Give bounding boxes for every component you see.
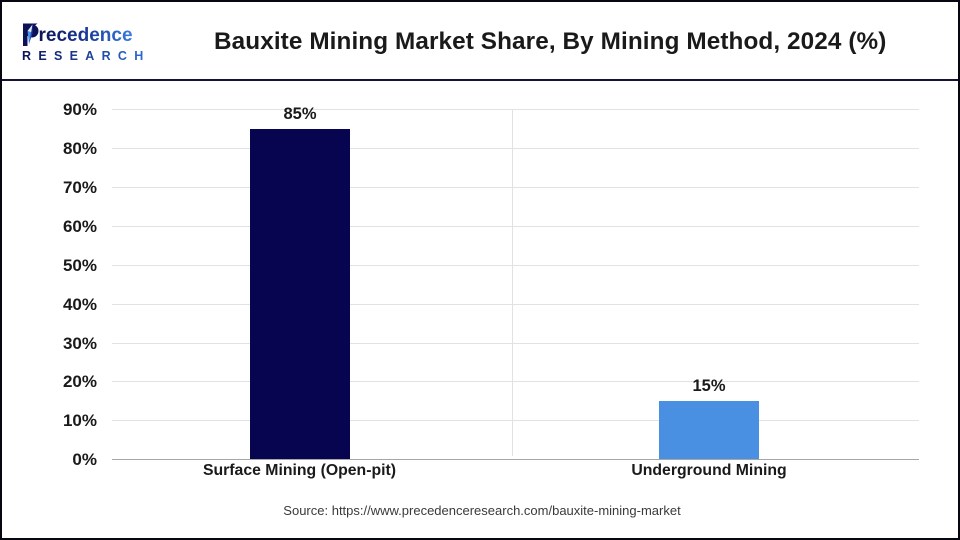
svg-text:recedence: recedence [39, 25, 133, 46]
svg-text:RESEARCH: RESEARCH [22, 49, 151, 63]
